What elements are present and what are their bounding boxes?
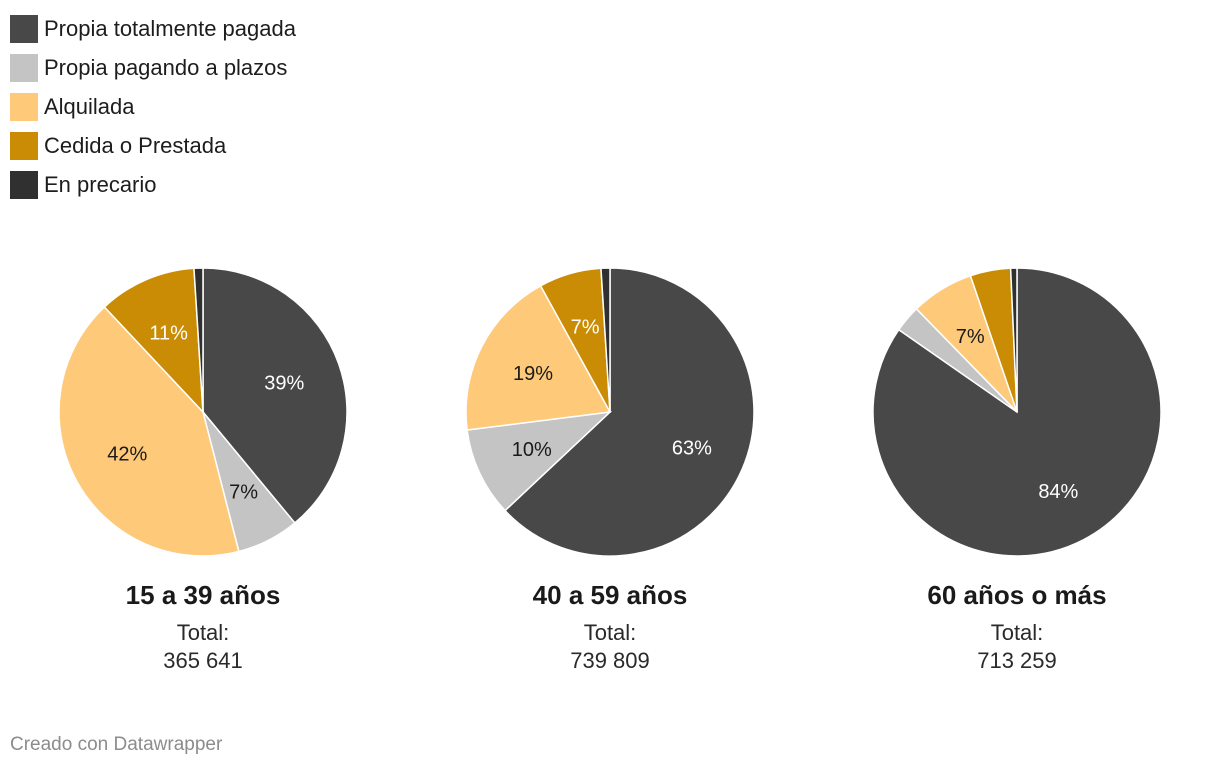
pie-slice [202, 267, 348, 525]
pie-slice [465, 284, 612, 431]
credit-text: Creado con Datawrapper [10, 734, 223, 755]
slice-label: 11% [149, 323, 188, 345]
pie-title: 40 a 59 años [533, 580, 688, 610]
total-label: Total: [177, 620, 230, 645]
legend-label: Propia pagando a plazos [44, 55, 288, 80]
total-label: Total: [584, 620, 637, 645]
pie-slice [466, 410, 613, 512]
legend-label: Alquilada [44, 94, 135, 119]
legend: Propia totalmente pagada Propia pagando … [10, 10, 296, 205]
slice-label: 7% [229, 482, 258, 504]
pie-slice [600, 267, 611, 413]
slice-label: 19% [513, 363, 553, 385]
slice-label: 42% [107, 444, 147, 466]
pie-slice [1009, 267, 1018, 413]
total-value: 713 259 [977, 648, 1057, 673]
legend-swatch-icon [10, 93, 38, 121]
legend-item: Propia pagando a plazos [10, 48, 296, 88]
legend-label: Propia totalmente pagada [44, 16, 296, 41]
legend-swatch-icon [10, 171, 38, 199]
slice-label: 84% [1038, 481, 1078, 503]
total-value: 365 641 [163, 648, 243, 673]
slice-label: 7% [571, 316, 600, 338]
pie-title: 15 a 39 años [126, 580, 281, 610]
pie-slice [872, 267, 1162, 557]
slice-label: 39% [264, 373, 304, 395]
pie-chart: 39% 7% 42% 11% 15 a 39 años Total: 365 641 [58, 267, 348, 673]
legend-label: En precario [44, 172, 157, 197]
legend-label: Cedida o Prestada [44, 133, 227, 158]
pie-chart: 63% 10% 19% 7% 40 a 59 años Total: 739 809 [465, 267, 755, 673]
pie-title: 60 años o más [927, 580, 1106, 610]
pie-slice [58, 305, 240, 557]
legend-item: En precario [10, 165, 296, 205]
slice-label: 7% [956, 326, 985, 348]
pie-slice [503, 267, 755, 557]
pie-slice [103, 267, 204, 415]
legend-item: Alquilada [10, 87, 296, 127]
legend-swatch-icon [10, 54, 38, 82]
legend-swatch-icon [10, 15, 38, 43]
slice-label: 10% [512, 439, 552, 461]
total-label: Total: [991, 620, 1044, 645]
slice-label: 63% [672, 437, 712, 459]
pie-charts: 39% 7% 42% 11% 15 a 39 años Total: 365 641 63% 1… [58, 267, 1162, 673]
legend-swatch-icon [10, 132, 38, 160]
pie-chart: 84% 7% 60 años o más Total: 713 259 [872, 267, 1162, 673]
legend-item: Propia totalmente pagada [10, 9, 296, 49]
total-value: 739 809 [570, 648, 650, 673]
legend-item: Cedida o Prestada [10, 126, 296, 166]
pie-slice [193, 267, 204, 413]
